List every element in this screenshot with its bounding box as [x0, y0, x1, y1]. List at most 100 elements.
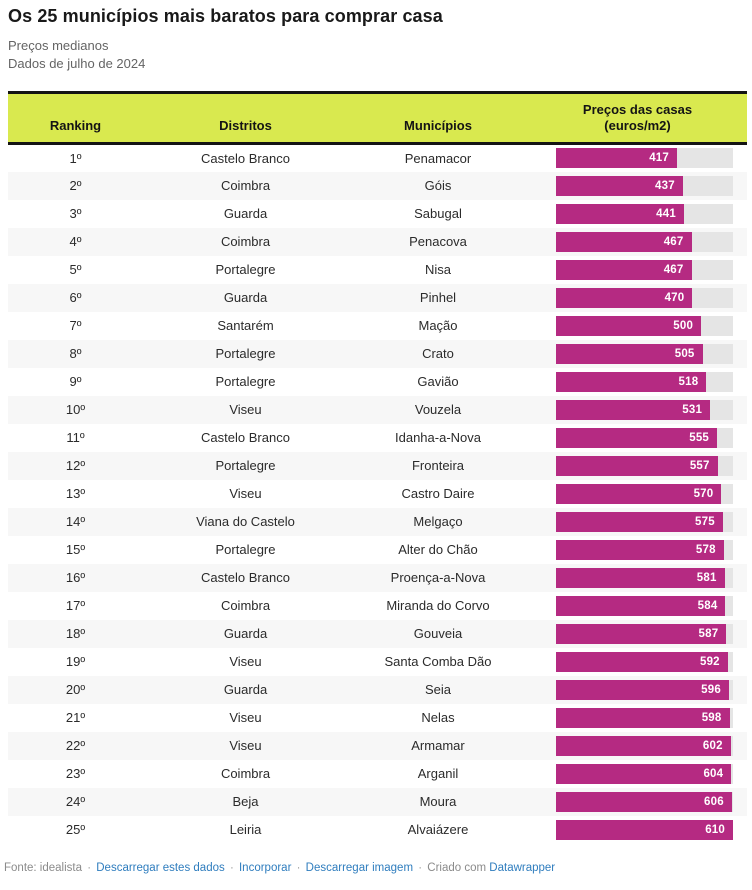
- bar-value-label: 518: [678, 375, 699, 388]
- table-row: 22º Viseu Armamar 602: [8, 731, 747, 760]
- rank-cell: 13º: [65, 486, 86, 501]
- rank-cell: 15º: [65, 542, 86, 557]
- price-bar-cell: 602: [528, 732, 747, 760]
- municipality-cell: Castro Daire: [401, 486, 475, 501]
- district-cell: Viana do Castelo: [196, 514, 295, 529]
- bar-track: 518: [556, 371, 733, 392]
- table-row: 14º Viana do Castelo Melgaço 575: [8, 507, 747, 536]
- table-row: 13º Viseu Castro Daire 570: [8, 480, 747, 508]
- bar-track: 604: [556, 763, 733, 784]
- municipality-cell: Fronteira: [411, 458, 465, 473]
- bar-value-label: 500: [673, 319, 694, 332]
- price-bar-cell: 470: [528, 284, 747, 312]
- district-cell: Portalegre: [215, 458, 276, 473]
- municipality-cell: Miranda do Corvo: [386, 598, 490, 613]
- col-header-municipios: Municípios: [404, 118, 472, 133]
- table-row: 24º Beja Moura 606: [8, 787, 747, 816]
- bar-fill: 584: [556, 595, 726, 616]
- table-row: 11º Castelo Branco Idanha-a-Nova 555: [8, 424, 747, 452]
- bar-value-label: 575: [695, 515, 715, 528]
- municipality-cell: Gavião: [417, 374, 459, 389]
- rank-cell: 4º: [69, 234, 82, 249]
- bar-value-label: 467: [663, 235, 684, 248]
- district-cell: Viseu: [229, 654, 262, 669]
- bar-value-label: 584: [697, 599, 718, 612]
- rank-cell: 24º: [65, 794, 86, 809]
- bar-fill: 602: [556, 735, 731, 756]
- rank-cell: 7º: [69, 318, 82, 333]
- municipality-cell: Penacova: [409, 234, 467, 249]
- table-row: 15º Portalegre Alter do Chão 578: [8, 536, 747, 564]
- bar-value-label: 604: [703, 767, 724, 780]
- bar-fill: 437: [556, 175, 683, 196]
- source-text: Fonte: idealista: [4, 862, 82, 874]
- district-cell: Portalegre: [215, 262, 276, 277]
- district-cell: Beja: [232, 794, 259, 809]
- download-data-link[interactable]: Descarregar estes dados: [96, 862, 225, 874]
- bar-value-label: 610: [705, 823, 725, 836]
- price-bar-cell: 467: [528, 256, 747, 284]
- price-bar-cell: 592: [528, 648, 747, 676]
- bar-fill: 581: [556, 567, 725, 588]
- rank-cell: 12º: [65, 458, 86, 473]
- download-image-link[interactable]: Descarregar imagem: [305, 862, 414, 874]
- bar-track: 500: [556, 315, 733, 336]
- rank-cell: 2º: [69, 178, 82, 193]
- municipality-cell: Arganil: [417, 766, 459, 781]
- bar-fill: 604: [556, 763, 732, 784]
- bar-fill: 575: [556, 511, 723, 532]
- bar-value-label: 441: [656, 207, 676, 220]
- col-header-precos: Preços das casas (euros/m2): [528, 93, 747, 144]
- footer-separator: ·: [418, 862, 423, 874]
- rank-cell: 16º: [65, 570, 86, 585]
- bar-track: 592: [556, 651, 733, 672]
- bar-value-label: 596: [701, 683, 721, 696]
- bar-fill: 610: [556, 819, 733, 840]
- embed-link[interactable]: Incorporar: [238, 862, 292, 874]
- district-cell: Guarda: [223, 626, 268, 641]
- chart-footer: Fonte: idealista · Descarregar estes dad…: [4, 862, 555, 874]
- subtitle-line-2: Dados de julho de 2024: [8, 55, 146, 71]
- price-bar-cell: 596: [528, 676, 747, 704]
- bar-fill: 518: [556, 371, 707, 392]
- bar-value-label: 581: [696, 571, 717, 584]
- bar-fill: 441: [556, 203, 684, 224]
- table-row: 1º Castelo Branco Penamacor 417: [8, 144, 747, 172]
- bar-fill: 592: [556, 651, 728, 672]
- price-bar-cell: 518: [528, 368, 747, 396]
- district-cell: Coimbra: [220, 234, 271, 249]
- table-row: 2º Coimbra Góis 437: [8, 171, 747, 200]
- bar-value-label: 592: [699, 655, 720, 668]
- rank-cell: 18º: [65, 626, 86, 641]
- table-row: 21º Viseu Nelas 598: [8, 704, 747, 732]
- municipality-cell: Seia: [424, 682, 452, 697]
- district-cell: Portalegre: [215, 346, 276, 361]
- municipality-cell: Sabugal: [414, 206, 462, 221]
- bar-fill: 570: [556, 483, 722, 504]
- rank-cell: 1º: [69, 150, 82, 166]
- district-cell: Viseu: [229, 486, 262, 501]
- bar-value-label: 470: [664, 291, 685, 304]
- table-row: 8º Portalegre Crato 505: [8, 339, 747, 368]
- table-row: 18º Guarda Gouveia 587: [8, 619, 747, 648]
- district-cell: Coimbra: [220, 598, 271, 613]
- price-bar-cell: 557: [528, 452, 747, 480]
- bar-value-label: 578: [695, 543, 716, 556]
- municipality-cell: Armamar: [411, 738, 465, 753]
- price-bar-cell: 500: [528, 312, 747, 340]
- district-cell: Castelo Branco: [201, 150, 290, 166]
- rank-cell: 17º: [65, 598, 86, 613]
- bar-track: 557: [556, 455, 733, 476]
- price-bar-cell: 610: [528, 816, 747, 844]
- footer-separator: ·: [296, 862, 301, 874]
- bar-track: 575: [556, 511, 733, 532]
- municipality-cell: Melgaço: [413, 514, 463, 529]
- datawrapper-link[interactable]: Datawrapper: [489, 862, 556, 874]
- bar-fill: 596: [556, 679, 729, 700]
- rank-cell: 25º: [65, 822, 86, 837]
- bar-value-label: 557: [689, 459, 710, 472]
- district-cell: Guarda: [223, 682, 268, 697]
- district-cell: Coimbra: [220, 178, 271, 193]
- bar-fill: 587: [556, 623, 727, 644]
- rank-cell: 21º: [65, 710, 86, 725]
